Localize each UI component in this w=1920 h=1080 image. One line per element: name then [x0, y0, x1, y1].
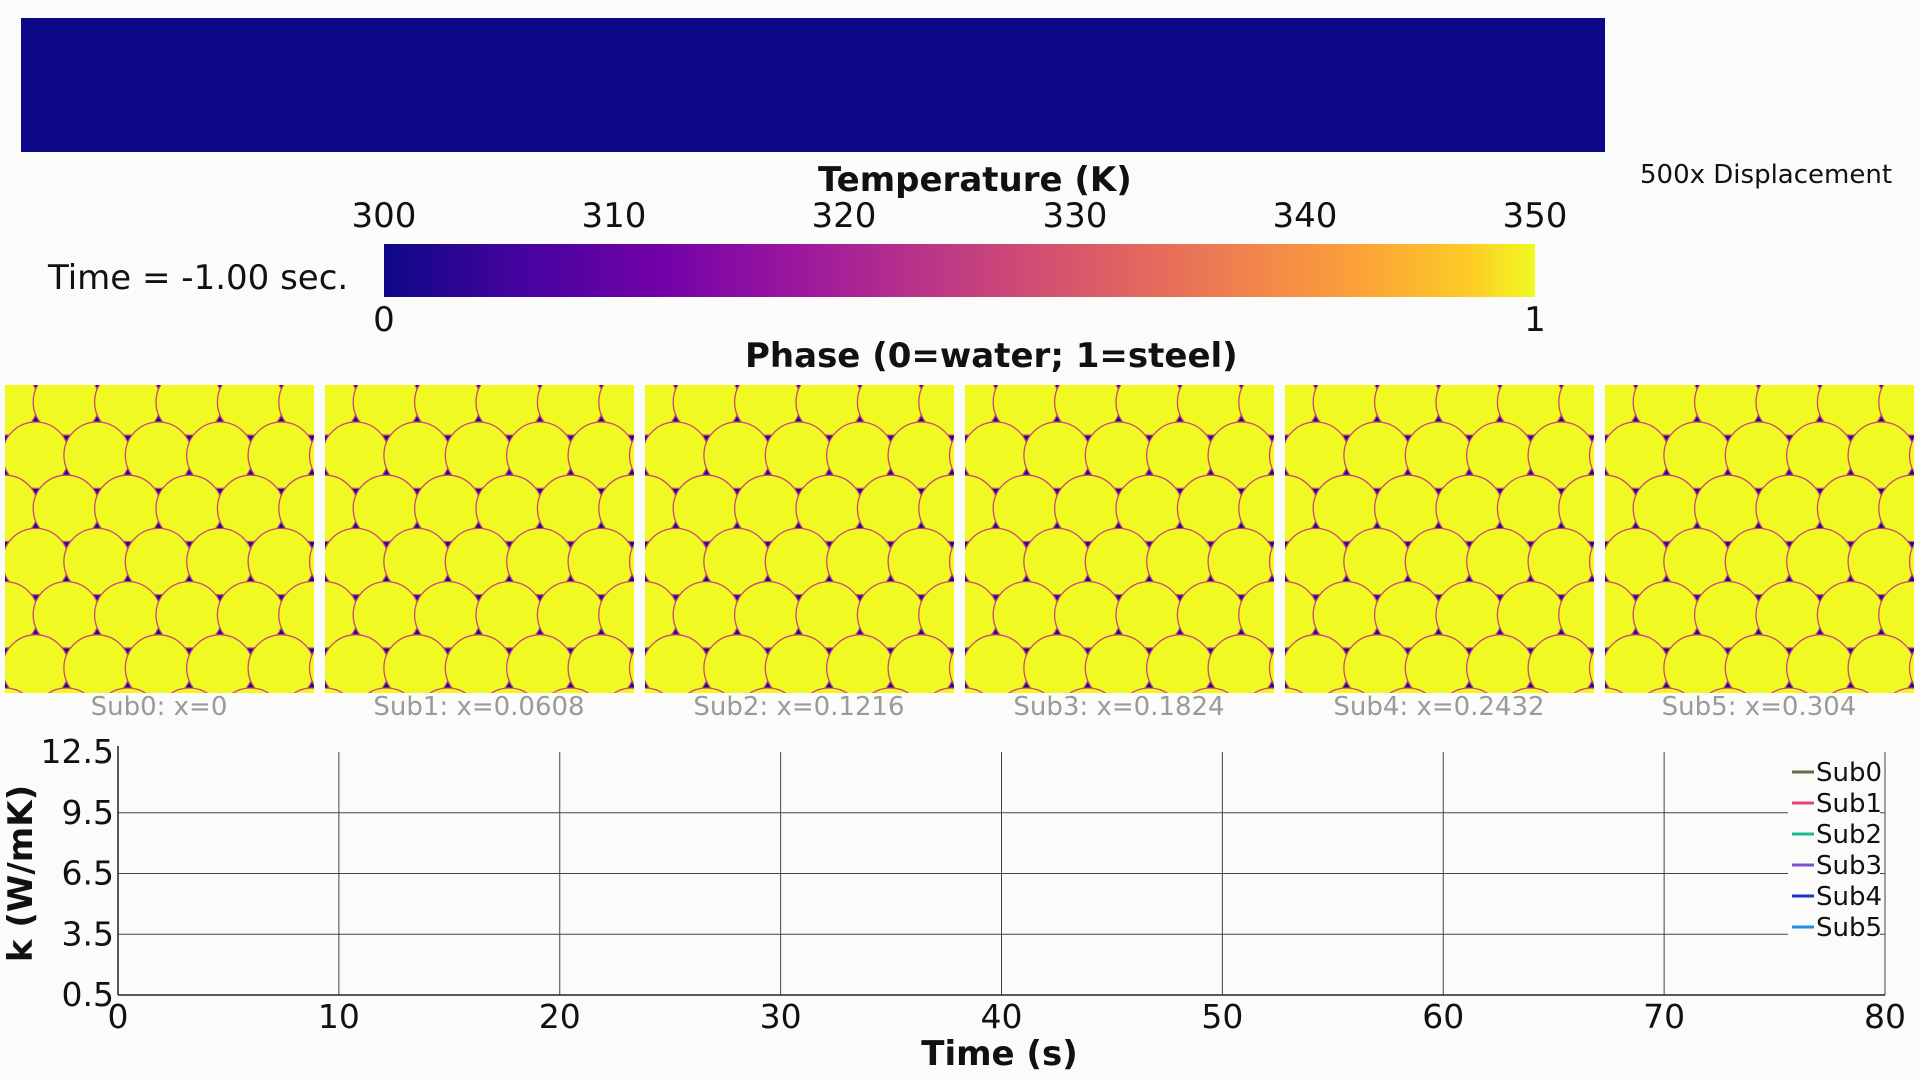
colorbar	[384, 244, 1535, 297]
subdomain-panel	[965, 385, 1274, 693]
phase-tick-label: 1	[1524, 300, 1546, 340]
subdomain-panel	[325, 385, 634, 693]
temperature-tick-label: 330	[1042, 196, 1108, 236]
y-tick-label: 6.5	[62, 854, 114, 893]
x-tick-label: 70	[1643, 997, 1685, 1036]
legend-entry: Sub4	[1816, 882, 1882, 912]
subdomain-label: Sub0: x=0	[90, 692, 228, 722]
temperature-tick-label: 340	[1272, 196, 1338, 236]
temperature-tick-label: 310	[581, 196, 647, 236]
subdomain-panel	[1285, 385, 1594, 693]
phase-colorbar-title: Phase (0=water; 1=steel)	[745, 336, 1238, 376]
subdomain-label: Sub3: x=0.1824	[1013, 692, 1225, 722]
x-tick-label: 50	[1201, 997, 1243, 1036]
x-tick-label: 10	[318, 997, 360, 1036]
displacement-label: 500x Displacement	[1640, 160, 1893, 190]
x-tick-label: 20	[539, 997, 581, 1036]
displacement-view	[21, 18, 1605, 152]
phase-tick-label: 0	[373, 300, 395, 340]
x-tick-label: 80	[1864, 997, 1906, 1036]
subdomain-label: Sub4: x=0.2432	[1333, 692, 1545, 722]
time-label: Time = -1.00 sec.	[48, 258, 349, 298]
legend-entry: Sub2	[1816, 820, 1882, 850]
legend-entry: Sub5	[1816, 913, 1882, 943]
legend-entry: Sub3	[1816, 851, 1882, 881]
x-tick-label: 40	[981, 997, 1023, 1036]
subdomain-panel	[1605, 385, 1914, 693]
subdomain-label: Sub1: x=0.0608	[373, 692, 585, 722]
x-axis-label: Time (s)	[921, 1034, 1078, 1074]
subdomain-panel	[645, 385, 954, 693]
legend-background	[1788, 750, 1880, 940]
conductivity-chart: 0 10 20 30 40 50 60 70 80 0.5 3.5 6.5 9.5 12.5 Time (s…	[1, 732, 1906, 1074]
y-tick-label: 0.5	[62, 975, 114, 1014]
x-tick-label: 60	[1422, 997, 1464, 1036]
temperature-tick-label: 350	[1502, 196, 1568, 236]
legend-entry: Sub1	[1816, 789, 1882, 819]
x-tick-label: 30	[760, 997, 802, 1036]
temperature-tick-label: 320	[811, 196, 877, 236]
y-tick-label: 9.5	[62, 793, 114, 832]
legend-entry: Sub0	[1816, 758, 1882, 788]
temperature-tick-label: 300	[351, 196, 417, 236]
subdomain-label: Sub5: x=0.304	[1661, 692, 1857, 722]
y-tick-label: 3.5	[62, 914, 114, 953]
y-tick-label: 12.5	[41, 732, 114, 771]
subdomain-label: Sub2: x=0.1216	[693, 692, 905, 722]
y-axis-label: k (W/mK)	[1, 785, 41, 962]
subdomain-panel	[5, 385, 314, 693]
x-tick-label: 0	[108, 997, 129, 1036]
temperature-colorbar-title: Temperature (K)	[818, 160, 1132, 200]
